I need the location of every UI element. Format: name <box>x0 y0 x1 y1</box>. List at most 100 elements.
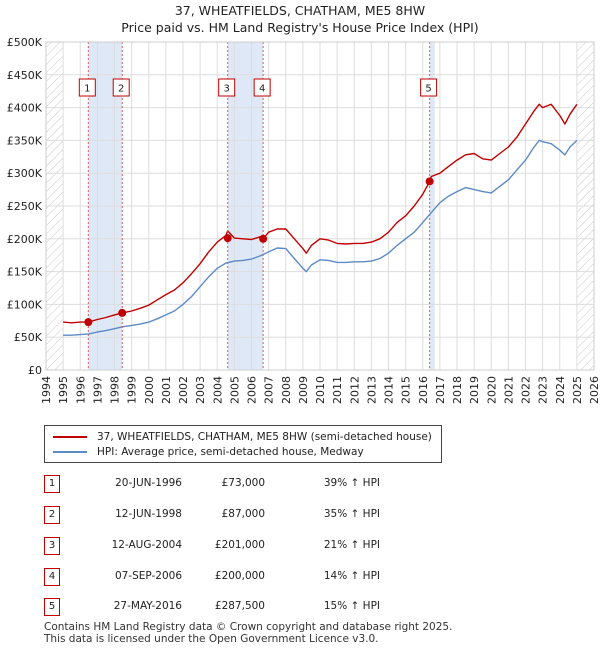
transaction-price: £200,000 <box>214 570 265 582</box>
x-tick-label: 2014 <box>383 376 396 404</box>
transaction-date: 27-MAY-2016 <box>113 600 182 612</box>
x-tick-label: 2022 <box>520 376 533 404</box>
transaction-row: 5 27-MAY-2016 £287,500 15% ↑ HPI <box>0 597 600 619</box>
x-tick-label: 2003 <box>194 376 207 404</box>
y-tick-label: £450K <box>7 69 43 82</box>
price-paid-line <box>63 103 578 324</box>
sale-marker-label: 5 <box>425 84 431 95</box>
x-tick-label: 1998 <box>109 376 122 404</box>
transaction-price: £73,000 <box>221 477 265 489</box>
sale-marker-box: 1 <box>78 78 96 97</box>
y-tick-label: £250K <box>7 200 43 213</box>
sale-point <box>118 308 127 317</box>
transaction-date: 12-JUN-1998 <box>115 508 182 520</box>
legend-label-price: 37, WHEATFIELDS, CHATHAM, ME5 8HW (semi-… <box>97 431 432 443</box>
sale-marker-box-frame <box>253 78 271 97</box>
x-tick-label: 2019 <box>468 376 481 404</box>
x-tick-label: 2001 <box>160 376 173 404</box>
x-tick-label: 2000 <box>143 376 156 404</box>
footer-copyright: Contains HM Land Registry data © Crown c… <box>44 621 453 633</box>
x-tick-label: 2009 <box>297 376 310 404</box>
x-tick-label: 2002 <box>177 376 190 404</box>
y-tick-label: £400K <box>7 102 43 115</box>
footer-license: This data is licensed under the Open Gov… <box>44 633 379 645</box>
transaction-date: 12-AUG-2004 <box>111 539 182 551</box>
x-tick-label: 2020 <box>485 376 498 404</box>
sale-marker-box-frame <box>78 78 96 97</box>
x-tick-label: 2006 <box>246 376 259 404</box>
x-tick-label: 1997 <box>91 376 104 404</box>
sale-marker-box: 4 <box>253 78 271 97</box>
sale-marker-box-frame <box>420 78 438 97</box>
transaction-date: 07-SEP-2006 <box>114 570 182 582</box>
x-tick-label: 2023 <box>537 376 550 404</box>
sale-marker-label: 1 <box>84 84 90 95</box>
transaction-date: 20-JUN-1996 <box>115 477 182 489</box>
transaction-row: 2 12-JUN-1998 £87,000 35% ↑ HPI <box>0 505 600 527</box>
transaction-hpi-change: 14% ↑ HPI <box>323 570 380 582</box>
transaction-number: 1 <box>44 475 60 493</box>
sale-point <box>259 234 268 243</box>
x-tick-label: 2016 <box>417 376 430 404</box>
plot-border <box>45 41 595 371</box>
x-tick-label: 2026 <box>588 376 600 404</box>
chart-title: 37, WHEATFIELDS, CHATHAM, ME5 8HW <box>174 3 426 18</box>
y-tick-label: £50K <box>14 331 43 344</box>
x-tick-label: 2013 <box>365 376 378 404</box>
x-tick-label: 2010 <box>314 376 327 404</box>
x-tick-label: 2008 <box>280 376 293 404</box>
x-tick-label: 1996 <box>74 376 87 404</box>
transaction-price: £87,000 <box>221 508 265 520</box>
y-tick-label: £200K <box>7 233 43 246</box>
legend-item-hpi: HPI: Average price, semi-detached house,… <box>53 444 364 460</box>
sale-marker-box: 3 <box>218 78 236 97</box>
legend-label-hpi: HPI: Average price, semi-detached house,… <box>97 446 364 458</box>
x-tick-label: 2015 <box>400 376 413 404</box>
x-tick-label: 2005 <box>228 376 241 404</box>
y-tick-label: £500K <box>7 36 43 49</box>
y-tick-label: £150K <box>7 266 43 279</box>
legend-swatch-hpi <box>53 451 87 453</box>
x-tick-label: 2025 <box>571 376 584 404</box>
x-tick-label: 2017 <box>434 376 447 404</box>
sale-marker-box-frame <box>218 78 236 97</box>
transaction-number: 5 <box>44 598 60 616</box>
x-tick-label: 1994 <box>40 376 53 404</box>
sale-marker-label: 4 <box>259 84 265 95</box>
transaction-row: 3 12-AUG-2004 £201,000 21% ↑ HPI <box>0 536 600 558</box>
x-tick-label: 2021 <box>502 376 515 404</box>
transaction-number: 3 <box>44 537 60 555</box>
transaction-price: £201,000 <box>214 539 265 551</box>
sale-marker-box: 2 <box>112 78 130 97</box>
transaction-hpi-change: 39% ↑ HPI <box>323 477 380 489</box>
price-chart: 1 2 3 4 5 1994 1995 1996 1997 1998 1999 2000 2001 20… <box>7 36 600 404</box>
x-tick-label: 2024 <box>554 376 567 404</box>
transaction-row: 1 20-JUN-1996 £73,000 39% ↑ HPI <box>0 474 600 496</box>
y-tick-label: £350K <box>7 134 43 147</box>
chart-legend: 37, WHEATFIELDS, CHATHAM, ME5 8HW (semi-… <box>44 425 442 463</box>
transaction-number: 2 <box>44 506 60 524</box>
chart-subtitle: Price paid vs. HM Land Registry's House … <box>121 20 479 35</box>
sale-point <box>223 234 232 243</box>
sale-point <box>425 177 434 186</box>
hpi-line <box>63 139 578 336</box>
transaction-row: 4 07-SEP-2006 £200,000 14% ↑ HPI <box>0 567 600 589</box>
sale-marker-label: 3 <box>224 84 230 95</box>
transaction-hpi-change: 35% ↑ HPI <box>323 508 380 520</box>
legend-item-price: 37, WHEATFIELDS, CHATHAM, ME5 8HW (semi-… <box>53 429 432 445</box>
transaction-price: £287,500 <box>214 600 265 612</box>
sale-marker-box-frame <box>112 78 130 97</box>
legend-swatch-price <box>53 436 87 438</box>
x-tick-label: 2012 <box>348 376 361 404</box>
x-tick-label: 2011 <box>331 376 344 404</box>
x-tick-label: 1999 <box>126 376 139 404</box>
x-tick-label: 1995 <box>57 376 70 404</box>
transaction-number: 4 <box>44 568 60 586</box>
transaction-hpi-change: 15% ↑ HPI <box>323 600 380 612</box>
transaction-hpi-change: 21% ↑ HPI <box>323 539 380 551</box>
x-tick-label: 2007 <box>263 376 276 404</box>
sale-point <box>84 318 93 327</box>
y-tick-label: £100K <box>7 298 43 311</box>
sale-marker-label: 2 <box>118 84 124 95</box>
x-tick-label: 2004 <box>211 376 224 404</box>
